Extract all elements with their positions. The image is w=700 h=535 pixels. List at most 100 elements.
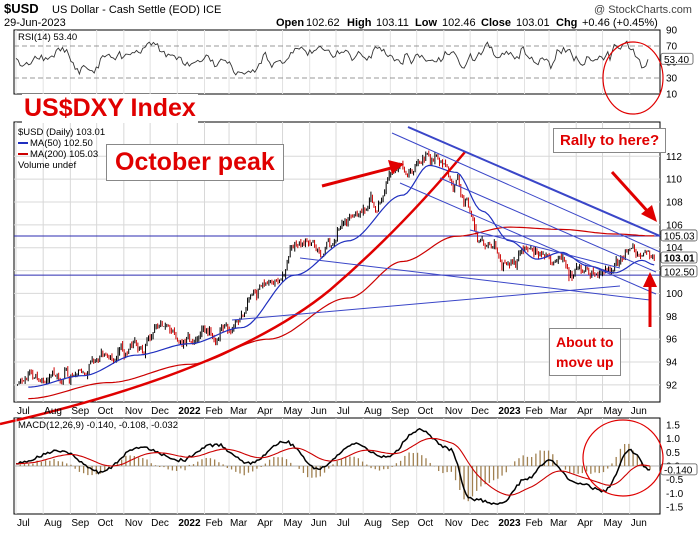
price-value-label: 103.01 <box>664 254 695 265</box>
chart-description: US Dollar - Cash Settle (EOD) ICE <box>52 4 221 16</box>
macd-y-tick-label-1: 1.0 <box>666 434 680 445</box>
macd-value-label: -0.140 <box>664 465 693 476</box>
price-y-tick-label-3: 106 <box>666 220 683 231</box>
ma50-line <box>28 164 655 388</box>
macd-x-tick-label-12: Jul <box>337 518 350 529</box>
low-value: 102.46 <box>442 17 476 29</box>
rsi-panel <box>14 30 660 94</box>
macd-x-tick-label-4: Nov <box>125 518 143 529</box>
macd-value-tag: -0.140 <box>660 463 698 476</box>
macd-x-tick-label-6: 2022 <box>178 518 201 529</box>
macd-signal-line <box>16 437 651 496</box>
high-value: 103.11 <box>376 17 409 29</box>
ma50-legend: MA(50) 102.50 <box>30 138 93 149</box>
price-y-tick-label-9: 94 <box>666 358 678 369</box>
rsi-line <box>15 40 649 76</box>
price-y-tick-label-7: 98 <box>666 312 678 323</box>
uptrend-support-line <box>231 285 621 321</box>
price-x-tick-label-11: Jun <box>311 406 327 417</box>
price-x-tick-label-8: Mar <box>230 406 248 417</box>
macd-y-tick-label-5: -1.0 <box>666 489 684 500</box>
price-y-tick-label-1: 110 <box>666 175 682 186</box>
move-up-callout: About to move up <box>549 328 621 376</box>
rally-callout: Rally to here? <box>553 128 667 153</box>
price-y-tick-label-10: 92 <box>666 380 678 391</box>
macd-line <box>15 427 651 505</box>
rally-arrow <box>610 170 652 216</box>
macd-x-tick-label-2: Sep <box>71 518 89 529</box>
close-label: Close <box>481 17 511 29</box>
rsi-value-tag-bg <box>660 52 694 65</box>
move-up-line2: move up <box>556 354 614 370</box>
price-value-label: 102.50 <box>664 267 695 278</box>
macd-x-tick-label-5: Dec <box>151 518 169 529</box>
rsi-value-label: 53.40 <box>664 55 689 66</box>
macd-y-tick-label-6: -1.5 <box>666 503 684 514</box>
open-value: 102.62 <box>306 17 340 29</box>
macd-x-tick-label-14: Sep <box>391 518 409 529</box>
downtrend-line-4 <box>399 182 657 295</box>
downtrend-line-3 <box>439 177 657 273</box>
parabolic-curve <box>0 151 466 426</box>
price-x-tick-label-23: Jun <box>631 406 647 417</box>
macd-x-tick-label-22: May <box>604 518 623 529</box>
chart-date: 29-Jun-2023 <box>4 17 66 29</box>
price-x-tick-label-22: May <box>604 406 623 417</box>
ma200-legend: MA(200) 105.03 <box>30 149 98 160</box>
macd-x-tick-label-13: Aug <box>364 518 382 529</box>
price-x-tick-label-1: Aug <box>44 406 62 417</box>
annotation-arrows <box>321 160 657 327</box>
macd-x-tick-label-16: Nov <box>445 518 463 529</box>
macd-x-tick-label-21: Apr <box>577 518 593 529</box>
macd-x-tick-label-10: May <box>284 518 303 529</box>
wedge-lower-line <box>299 257 651 301</box>
price-legend-series: $USD (Daily) 103.01 <box>18 127 105 138</box>
macd-x-tick-label-9: Apr <box>257 518 273 529</box>
rsi-highlight-circle <box>602 41 664 115</box>
index-title-label: US$DXY Index <box>22 94 198 123</box>
macd-x-tick-label-17: Dec <box>471 518 489 529</box>
peak-arrow <box>321 165 396 188</box>
price-x-tick-label-7: Feb <box>205 406 223 417</box>
move-up-line1: About to <box>556 334 614 350</box>
price-x-tick-label-15: Oct <box>418 406 434 417</box>
close-value: 103.01 <box>516 17 550 29</box>
watermark: @ StockCharts.com <box>594 4 692 16</box>
macd-x-tick-label-18: 2023 <box>498 518 521 529</box>
price-y-tick-label-8: 96 <box>666 335 678 346</box>
macd-x-tick-label-20: Mar <box>550 518 568 529</box>
rsi-y-tick-label-3: 30 <box>666 74 678 85</box>
peak-arrowhead <box>388 160 404 174</box>
macd-highlight-circle <box>582 419 664 497</box>
price-value-tag-bg <box>660 251 698 264</box>
price-y-tick-label-6: 100 <box>666 289 683 300</box>
macd-x-tick-label-1: Aug <box>44 518 62 529</box>
rsi-y-tick-label-0: 90 <box>666 26 678 37</box>
downtrend-line-main <box>407 126 661 237</box>
macd-x-tick-label-8: Mar <box>230 518 248 529</box>
rally-arrowhead <box>641 205 657 222</box>
price-x-tick-label-16: Nov <box>445 406 463 417</box>
macd-x-tick-label-0: Jul <box>17 518 30 529</box>
price-x-tick-label-18: 2023 <box>498 406 521 417</box>
high-label: High <box>347 17 372 29</box>
low-label: Low <box>415 17 437 29</box>
price-value-tag-1: 103.01 <box>660 251 698 265</box>
price-value-tag-0: 105.03 <box>660 229 698 242</box>
price-legend: $USD (Daily) 103.01 MA(50) 102.50 MA(200… <box>18 127 105 171</box>
downtrend-line-2 <box>391 132 661 253</box>
price-value-label: 105.03 <box>664 231 695 242</box>
channel-line <box>469 229 621 269</box>
rsi-y-tick-label-1: 70 <box>666 42 678 53</box>
rsi-panel-frame <box>13 29 661 95</box>
price-x-tick-label-13: Aug <box>364 406 382 417</box>
chg-value: +0.46 (+0.45%) <box>582 17 658 29</box>
macd-x-tick-label-23: Jun <box>631 518 647 529</box>
axes: 11211010810610410210098969492JulAugSepOc… <box>17 26 698 529</box>
price-x-tick-label-5: Dec <box>151 406 169 417</box>
chg-label: Chg <box>556 17 577 29</box>
rsi-y-tick-label-4: 10 <box>666 90 678 101</box>
price-y-tick-label-2: 108 <box>666 198 683 209</box>
